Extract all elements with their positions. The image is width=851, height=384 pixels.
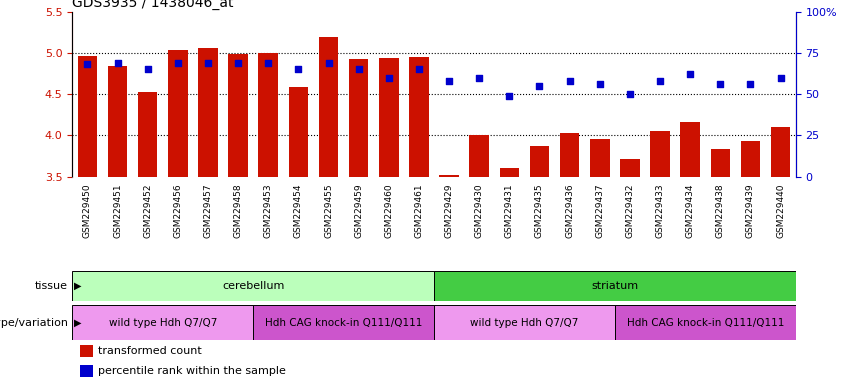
Point: [322, 60, 335, 66]
Bar: [771, 127, 791, 177]
Bar: [439, 175, 459, 177]
Point: [81, 61, 94, 68]
Text: percentile rank within the sample: percentile rank within the sample: [98, 366, 286, 376]
Text: tissue: tissue: [35, 281, 68, 291]
Point: [623, 91, 637, 97]
Text: Hdh CAG knock-in Q111/Q111: Hdh CAG knock-in Q111/Q111: [626, 318, 784, 328]
Text: GSM229456: GSM229456: [174, 184, 182, 238]
Point: [412, 66, 426, 73]
Text: GSM229436: GSM229436: [565, 184, 574, 238]
Text: GSM229435: GSM229435: [535, 184, 544, 238]
Point: [443, 78, 456, 84]
Point: [351, 66, 365, 73]
Point: [593, 81, 607, 87]
Bar: [80, 345, 93, 357]
Bar: [590, 139, 609, 177]
Bar: [138, 92, 157, 177]
Bar: [254, 305, 434, 340]
Point: [503, 93, 517, 99]
Text: GSM229458: GSM229458: [234, 184, 243, 238]
Bar: [470, 134, 489, 177]
Bar: [259, 53, 278, 177]
Point: [713, 81, 727, 87]
Text: GSM229455: GSM229455: [324, 184, 333, 238]
Text: Hdh CAG knock-in Q111/Q111: Hdh CAG knock-in Q111/Q111: [265, 318, 422, 328]
Point: [774, 74, 787, 81]
Text: GSM229454: GSM229454: [294, 184, 303, 238]
Bar: [379, 58, 398, 177]
Bar: [529, 146, 549, 177]
Point: [141, 66, 155, 73]
Text: GSM229461: GSM229461: [414, 184, 424, 238]
Point: [261, 60, 275, 66]
Point: [382, 74, 396, 81]
Bar: [198, 48, 218, 177]
Text: transformed count: transformed count: [98, 346, 202, 356]
Bar: [711, 149, 730, 177]
Text: GSM229459: GSM229459: [354, 184, 363, 238]
Point: [654, 78, 667, 84]
Point: [201, 60, 214, 66]
Text: GSM229437: GSM229437: [596, 184, 604, 238]
Bar: [77, 56, 97, 177]
Text: ▶: ▶: [74, 281, 82, 291]
Point: [563, 78, 576, 84]
Text: GDS3935 / 1438046_at: GDS3935 / 1438046_at: [72, 0, 234, 10]
Bar: [681, 122, 700, 177]
Text: cerebellum: cerebellum: [222, 281, 284, 291]
Point: [292, 66, 306, 73]
Text: GSM229439: GSM229439: [746, 184, 755, 238]
Bar: [740, 141, 760, 177]
Text: GSM229431: GSM229431: [505, 184, 514, 238]
Text: GSM229434: GSM229434: [686, 184, 694, 238]
Text: genotype/variation: genotype/variation: [0, 318, 68, 328]
Bar: [560, 133, 580, 177]
Text: GSM229429: GSM229429: [444, 184, 454, 238]
Point: [111, 60, 124, 66]
Text: GSM229451: GSM229451: [113, 184, 122, 238]
Bar: [72, 305, 254, 340]
Bar: [72, 271, 434, 301]
Point: [744, 81, 757, 87]
Bar: [349, 60, 368, 177]
Bar: [620, 159, 640, 177]
Point: [683, 71, 697, 77]
Bar: [228, 54, 248, 177]
Bar: [650, 131, 670, 177]
Bar: [319, 37, 339, 177]
Text: GSM229453: GSM229453: [264, 184, 272, 238]
Text: GSM229433: GSM229433: [655, 184, 665, 238]
Point: [472, 74, 486, 81]
Text: GSM229457: GSM229457: [203, 184, 213, 238]
Bar: [288, 87, 308, 177]
Text: wild type Hdh Q7/Q7: wild type Hdh Q7/Q7: [109, 318, 217, 328]
Text: GSM229440: GSM229440: [776, 184, 785, 238]
Text: GSM229452: GSM229452: [143, 184, 152, 238]
Bar: [168, 50, 187, 177]
Text: GSM229430: GSM229430: [475, 184, 483, 238]
Text: wild type Hdh Q7/Q7: wild type Hdh Q7/Q7: [471, 318, 579, 328]
Text: GSM229438: GSM229438: [716, 184, 725, 238]
Point: [231, 60, 245, 66]
Bar: [108, 66, 128, 177]
Point: [533, 83, 546, 89]
Text: ▶: ▶: [74, 318, 82, 328]
Bar: [614, 305, 796, 340]
Bar: [500, 167, 519, 177]
Bar: [434, 271, 796, 301]
Bar: [409, 57, 429, 177]
Bar: [434, 305, 614, 340]
Text: striatum: striatum: [591, 281, 638, 291]
Text: GSM229460: GSM229460: [385, 184, 393, 238]
Bar: [80, 365, 93, 377]
Text: GSM229432: GSM229432: [625, 184, 634, 238]
Text: GSM229450: GSM229450: [83, 184, 92, 238]
Point: [171, 60, 185, 66]
